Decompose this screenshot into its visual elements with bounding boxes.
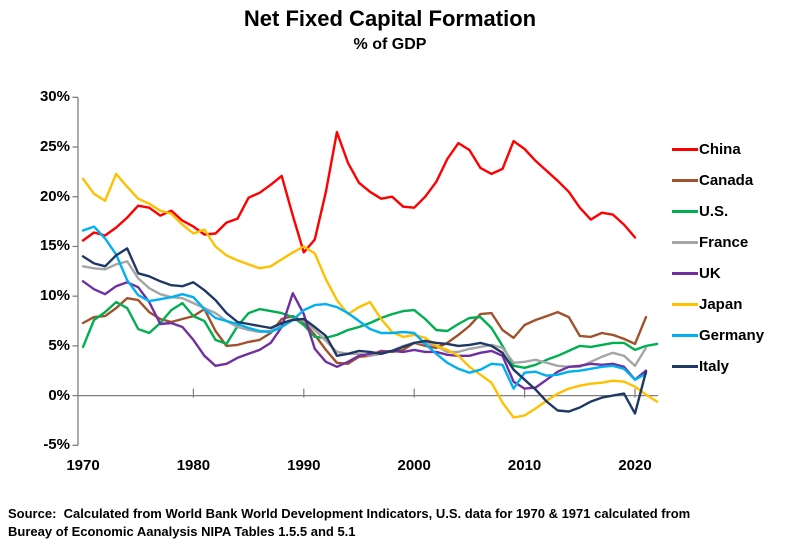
- legend-swatch-germany: [672, 333, 698, 337]
- legend-swatch-italy: [672, 364, 698, 368]
- y-axis-tick-label: 15%: [39, 237, 70, 255]
- legend-swatch-us: [672, 209, 698, 213]
- series-line-japan: [81, 172, 659, 419]
- y-axis-tick-label: 20%: [39, 187, 70, 205]
- legend-item-us: U.S.: [672, 202, 764, 220]
- legend-item-italy: Italy: [672, 357, 764, 375]
- legend-item-germany: Germany: [672, 326, 764, 344]
- x-axis-tick-label: 1970: [66, 457, 100, 474]
- series-line-china: [81, 130, 637, 254]
- legend-item-china: China: [672, 140, 764, 158]
- x-axis-tick-label: 2000: [397, 457, 431, 474]
- legend-item-france: France: [672, 233, 764, 251]
- source-note-line-1: Source: Calculated from World Bank World…: [8, 506, 691, 521]
- legend-label-germany: Germany: [699, 326, 765, 344]
- legend-swatch-japan: [672, 302, 698, 306]
- legend: China Canada U.S. France UK Japan Germany Italy: [672, 140, 764, 375]
- legend-label-uk: UK: [699, 264, 721, 282]
- y-axis-tick-label: -5%: [43, 436, 70, 454]
- legend-label-china: China: [699, 140, 741, 158]
- y-axis-tick-label: 30%: [39, 88, 70, 106]
- series-line-us: [81, 300, 659, 369]
- legend-item-japan: Japan: [672, 295, 764, 313]
- x-axis-tick-label: 1990: [287, 457, 321, 474]
- legend-label-japan: Japan: [699, 295, 743, 313]
- source-note: Source: Calculated from World Bank World…: [8, 505, 792, 542]
- y-axis-tick-label: 0%: [48, 386, 70, 404]
- source-note-line-2: Bureay of Economic Aanalysis NIPA Tables…: [8, 524, 356, 540]
- y-axis-tick-label: 10%: [39, 287, 70, 305]
- legend-item-canada: Canada: [672, 171, 764, 189]
- series-line-canada: [81, 297, 648, 365]
- series-line-germany: [81, 225, 648, 390]
- chart-title: Net Fixed Capital Formation: [243, 6, 537, 31]
- legend-label-canada: Canada: [699, 171, 754, 189]
- chart-subtitle: % of GDP: [353, 36, 427, 53]
- series-line-italy: [81, 247, 648, 415]
- legend-label-us: U.S.: [699, 202, 729, 220]
- y-axis-tick-label: 5%: [48, 336, 70, 354]
- legend-swatch-uk: [672, 271, 698, 275]
- y-axis-tick-label: 25%: [39, 138, 70, 156]
- x-axis-tick-label: 2010: [507, 457, 542, 474]
- x-axis-tick-label: 1980: [176, 457, 211, 474]
- legend-label-italy: Italy: [699, 357, 730, 375]
- legend-swatch-canada: [672, 178, 698, 182]
- legend-item-uk: UK: [672, 264, 764, 282]
- legend-swatch-france: [672, 240, 698, 244]
- x-axis-tick-label: 2020: [618, 457, 652, 474]
- legend-label-france: France: [699, 233, 749, 251]
- legend-swatch-china: [672, 147, 698, 151]
